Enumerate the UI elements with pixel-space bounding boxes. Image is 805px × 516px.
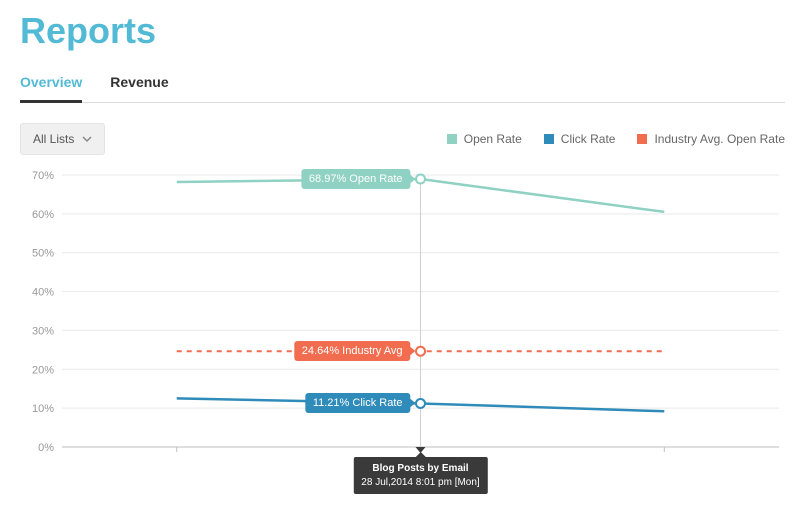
industry-avg-pill: 24.64% Industry Avg — [294, 341, 411, 361]
chevron-down-icon — [82, 134, 92, 144]
click-rate-pill: 11.21% Click Rate — [305, 393, 411, 413]
legend-label: Click Rate — [561, 132, 616, 146]
open-rate-pill: 68.97% Open Rate — [301, 169, 411, 189]
svg-text:60%: 60% — [32, 209, 54, 221]
legend-item-open-rate: Open Rate — [447, 132, 522, 146]
legend-swatch — [447, 134, 457, 144]
svg-text:30%: 30% — [32, 325, 54, 337]
svg-text:20%: 20% — [32, 364, 54, 376]
legend-item-click-rate: Click Rate — [544, 132, 616, 146]
legend-label: Open Rate — [464, 132, 522, 146]
list-filter-dropdown[interactable]: All Lists — [20, 123, 105, 155]
legend-swatch — [637, 134, 647, 144]
svg-text:0%: 0% — [38, 442, 54, 454]
page-title: Reports — [20, 10, 785, 52]
chart-legend: Open Rate Click Rate Industry Avg. Open … — [447, 132, 785, 146]
svg-text:50%: 50% — [32, 248, 54, 260]
legend-swatch — [544, 134, 554, 144]
tooltip-subtitle: 28 Jul,2014 8:01 pm [Mon] — [361, 477, 479, 488]
reports-chart: 0% 10% 20% 30% 40% 50% 60% 70% 68.97% Open Rate… — [20, 169, 785, 469]
hover-tooltip: Blog Posts by Email 28 Jul,2014 8:01 pm … — [353, 457, 487, 494]
toolbar: All Lists Open Rate Click Rate Industry … — [20, 123, 785, 155]
svg-text:10%: 10% — [32, 403, 54, 415]
dropdown-label: All Lists — [33, 132, 74, 146]
tab-overview[interactable]: Overview — [20, 74, 82, 103]
svg-text:70%: 70% — [32, 170, 54, 182]
tabs: Overview Revenue — [20, 74, 785, 103]
tooltip-title: Blog Posts by Email — [361, 462, 479, 476]
legend-item-industry-avg: Industry Avg. Open Rate — [637, 132, 785, 146]
svg-text:40%: 40% — [32, 287, 54, 299]
legend-label: Industry Avg. Open Rate — [654, 132, 785, 146]
tab-revenue[interactable]: Revenue — [110, 74, 168, 103]
chart-canvas: 0% 10% 20% 30% 40% 50% 60% 70% — [20, 169, 785, 469]
